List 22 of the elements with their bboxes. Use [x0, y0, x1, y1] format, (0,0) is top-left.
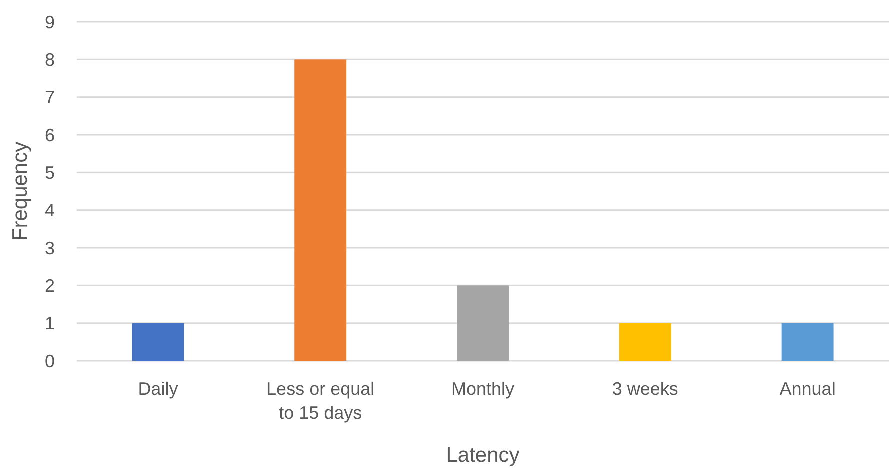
x-tick-label: Annual: [780, 379, 836, 399]
x-tick-label: Less or equal to 15 days: [266, 379, 375, 423]
y-axis-title: Frequency: [9, 141, 32, 242]
bar: [782, 323, 834, 361]
y-tick-label: 8: [44, 50, 55, 70]
bar: [457, 286, 509, 361]
y-tick-label: 9: [44, 12, 55, 32]
x-tick-label: Daily: [138, 379, 178, 399]
y-tick-label: 7: [44, 88, 55, 108]
y-tick-label: 5: [44, 162, 55, 183]
y-tick-label: 6: [44, 125, 55, 146]
x-tick-label: Monthly: [451, 379, 515, 399]
x-axis-title: Latency: [446, 444, 520, 467]
bar: [294, 60, 347, 361]
y-tick-label: 1: [44, 314, 55, 334]
y-tick-label: 4: [44, 200, 55, 221]
x-tick-label: 3 weeks: [612, 379, 678, 399]
y-tick-label: 0: [44, 351, 55, 372]
bar: [132, 323, 184, 361]
y-tick-label: 3: [44, 238, 55, 258]
bar: [619, 323, 672, 361]
y-tick-label: 2: [44, 276, 55, 296]
